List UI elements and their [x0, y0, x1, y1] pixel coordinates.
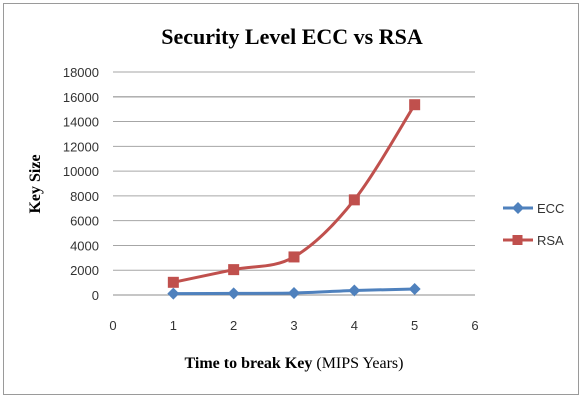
series-rsa	[167, 99, 421, 288]
data-point-ecc	[348, 284, 361, 297]
data-point-rsa	[348, 194, 360, 206]
x-tick-label: 3	[290, 318, 297, 333]
data-point-rsa	[409, 99, 421, 111]
data-point-rsa	[228, 264, 240, 276]
x-axis-label-unit: (MIPS Years)	[312, 355, 403, 372]
x-tick-labels: 0 1 2 3 4 5 6	[109, 318, 478, 333]
series-ecc	[167, 283, 421, 300]
legend-label: RSA	[537, 233, 564, 248]
y-tick-label: 6000	[70, 214, 99, 229]
legend-marker	[512, 202, 524, 214]
legend-marker	[512, 235, 523, 245]
x-tick-label: 1	[170, 318, 177, 333]
x-tick-label: 0	[109, 318, 116, 333]
x-tick-label: 6	[471, 318, 478, 333]
y-tick-label: 14000	[63, 115, 99, 130]
y-tick-label: 2000	[70, 263, 99, 278]
data-point-ecc	[227, 287, 240, 300]
x-axis-label: Time to break Key (MIPS Years)	[185, 355, 404, 372]
y-axis-label: Key Size	[27, 154, 44, 213]
y-tick-label: 18000	[63, 65, 99, 80]
data-point-rsa	[288, 251, 300, 263]
legend: ECC RSA	[503, 201, 564, 248]
y-tick-label: 8000	[70, 189, 99, 204]
x-tick-label: 4	[351, 318, 358, 333]
data-point-ecc	[167, 287, 180, 300]
data-point-rsa	[167, 276, 179, 288]
legend-label: ECC	[537, 201, 564, 216]
legend-item-ecc: ECC	[503, 201, 564, 216]
y-tick-label: 10000	[63, 164, 99, 179]
y-tick-label: 16000	[63, 90, 99, 105]
x-tick-label: 2	[230, 318, 237, 333]
y-tick-label: 0	[92, 288, 99, 303]
x-tick-label: 5	[411, 318, 418, 333]
chart-frame	[3, 3, 579, 395]
y-tick-label: 4000	[70, 238, 99, 253]
chart-title: Security Level ECC vs RSA	[161, 24, 423, 49]
data-point-ecc	[408, 283, 421, 296]
y-tick-label: 12000	[63, 139, 99, 154]
series-layer	[167, 99, 421, 300]
series-line-rsa	[173, 103, 416, 284]
legend-item-rsa: RSA	[503, 233, 564, 248]
data-point-ecc	[288, 287, 300, 300]
x-axis-label-bold: Time to break Key	[185, 355, 313, 372]
y-tick-labels: 0 2000 4000 6000 8000 10000 12000 14000 16000 180…	[63, 65, 99, 303]
